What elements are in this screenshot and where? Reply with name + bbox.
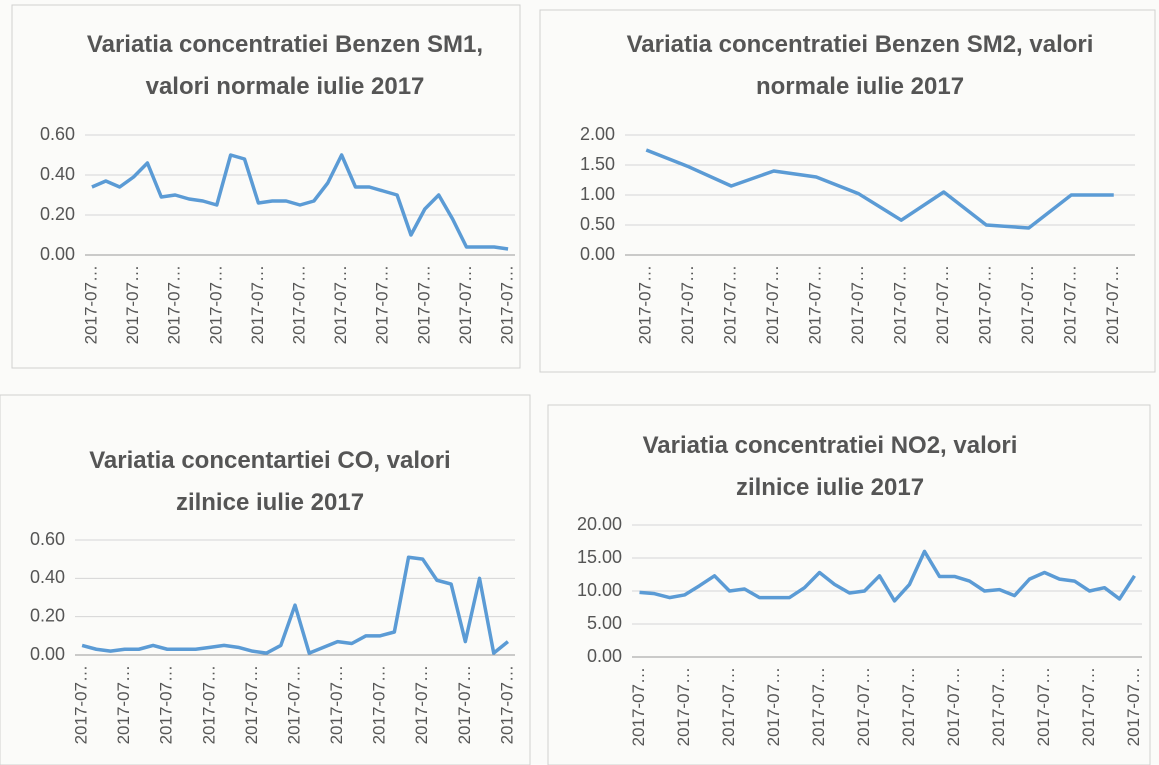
x-tick-label: 2017-07…: [206, 265, 225, 344]
x-tick-label: 2017-07…: [763, 265, 782, 344]
x-tick-label: 2017-07…: [806, 265, 825, 344]
x-tick-label: 2017-07…: [289, 265, 308, 344]
panel-border: [11, 4, 521, 369]
y-tick-label: 0.60: [40, 124, 75, 144]
chart-title: Variatia concentartiei CO, valori zilnic…: [89, 447, 451, 516]
x-tick-label: 2017-07…: [1018, 265, 1037, 344]
x-tick-label: 2017-07…: [248, 265, 267, 344]
y-tick-label: 15.00: [577, 547, 622, 567]
data-line: [81, 555, 510, 655]
x-tick-label: 2017-07…: [719, 667, 738, 746]
y-tick-label: 0.20: [30, 605, 65, 625]
x-tick-label: 2017-07…: [809, 667, 828, 746]
x-tick-label: 2017-07…: [370, 665, 389, 744]
x-tick-label: 2017-07…: [327, 665, 346, 744]
y-tick-label: 5.00: [587, 613, 622, 633]
x-tick-label: 2017-07…: [412, 665, 431, 744]
x-tick-label: 2017-07…: [1061, 265, 1080, 344]
x-tick-label: 2017-07…: [899, 667, 918, 746]
x-tick-label: 2017-07…: [199, 665, 218, 744]
y-tick-label: 2.00: [580, 124, 615, 144]
y-tick-label: 20.00: [577, 514, 622, 534]
x-tick-label: 2017-07…: [764, 667, 783, 746]
x-tick-label: 2017-07…: [678, 265, 697, 344]
x-tick-label: 2017-07…: [242, 665, 261, 744]
y-tick-label: 0.50: [580, 214, 615, 234]
data-line: [639, 549, 1136, 603]
x-tick-label: 2017-07…: [414, 265, 433, 344]
y-tick-label: 0.20: [40, 204, 75, 224]
x-tick-label: 2017-07…: [1079, 667, 1098, 746]
x-tick-label: 2017-07…: [721, 265, 740, 344]
y-tick-label: 10.00: [577, 580, 622, 600]
x-tick-label: 2017-07…: [891, 265, 910, 344]
chart-title: Variatia concentratiei NO2, valori zilni…: [642, 432, 1018, 501]
x-tick-label: 2017-07…: [848, 265, 867, 344]
x-tick-label: 2017-07…: [636, 265, 655, 344]
x-tick-label: 2017-07…: [1103, 265, 1122, 344]
x-tick-label: 2017-07…: [114, 665, 133, 744]
y-tick-label: 0.40: [40, 164, 75, 184]
x-tick-label: 2017-07…: [944, 667, 963, 746]
x-tick-label: 2017-07…: [123, 265, 142, 344]
x-tick-label: 2017-07…: [674, 667, 693, 746]
x-tick-label: 2017-07…: [72, 665, 91, 744]
x-tick-label: 2017-07…: [933, 265, 952, 344]
x-tick-label: 2017-07…: [456, 265, 475, 344]
chart-title: Variatia concentratiei Benzen SM2, valor…: [626, 31, 1094, 100]
x-tick-label: 2017-07…: [81, 265, 100, 344]
x-tick-label: 2017-07…: [455, 665, 474, 744]
y-tick-label: 1.00: [580, 184, 615, 204]
x-tick-label: 2017-07…: [157, 665, 176, 744]
y-tick-label: 0.00: [587, 646, 622, 666]
panel-border: [0, 394, 531, 765]
y-tick-label: 0.00: [580, 244, 615, 264]
x-tick-label: 2017-07…: [497, 665, 516, 744]
x-tick-label: 2017-07…: [1034, 667, 1053, 746]
y-tick-label: 0.60: [30, 529, 65, 549]
x-tick-label: 2017-07…: [373, 265, 392, 344]
x-tick-label: 2017-07…: [989, 667, 1008, 746]
chart-title: Variatia concentratiei Benzen SM1, valor…: [86, 31, 484, 100]
x-tick-label: 2017-07…: [331, 265, 350, 344]
x-tick-label: 2017-07…: [629, 667, 648, 746]
x-tick-label: 2017-07…: [284, 665, 303, 744]
x-tick-label: 2017-07…: [976, 265, 995, 344]
y-tick-label: 0.40: [30, 567, 65, 587]
y-tick-label: 0.00: [30, 644, 65, 664]
x-tick-label: 2017-07…: [165, 265, 184, 344]
x-tick-label: 2017-07…: [498, 265, 517, 344]
x-tick-label: 2017-07…: [854, 667, 873, 746]
y-tick-label: 1.50: [580, 154, 615, 174]
data-line: [645, 148, 1114, 230]
data-line: [91, 153, 509, 251]
x-tick-label: 2017-07…: [1124, 667, 1143, 746]
panel-border: [547, 404, 1151, 765]
panel-border: [539, 9, 1156, 373]
y-tick-label: 0.00: [40, 244, 75, 264]
